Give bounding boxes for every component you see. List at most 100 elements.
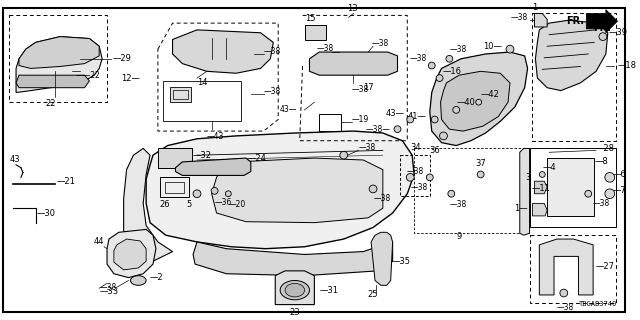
Text: —38: —38 xyxy=(264,87,281,96)
Text: —6: —6 xyxy=(612,170,627,179)
Text: —42: —42 xyxy=(481,90,500,99)
Circle shape xyxy=(394,126,401,132)
Text: —4: —4 xyxy=(542,163,556,172)
Circle shape xyxy=(369,185,377,193)
Bar xyxy=(547,158,594,216)
Polygon shape xyxy=(175,158,251,175)
Text: —38: —38 xyxy=(100,283,117,292)
Circle shape xyxy=(540,172,545,177)
Text: —38: —38 xyxy=(374,194,391,203)
Bar xyxy=(529,148,616,228)
Polygon shape xyxy=(540,239,593,295)
Text: 1: 1 xyxy=(532,3,537,12)
Circle shape xyxy=(440,132,447,140)
Text: —38: —38 xyxy=(510,13,527,22)
Text: —18: —18 xyxy=(618,61,637,70)
Bar xyxy=(305,25,326,40)
Circle shape xyxy=(225,191,231,196)
Bar xyxy=(192,37,236,59)
Polygon shape xyxy=(212,158,383,223)
Circle shape xyxy=(407,116,413,123)
Circle shape xyxy=(477,171,484,178)
Text: FR.: FR. xyxy=(593,23,611,33)
Polygon shape xyxy=(534,181,547,194)
Text: 9: 9 xyxy=(456,232,461,241)
Bar xyxy=(160,177,189,196)
Text: —24: —24 xyxy=(248,154,267,163)
Bar xyxy=(158,148,192,168)
Text: 26: 26 xyxy=(160,201,170,210)
Circle shape xyxy=(560,289,568,297)
Text: 10—: 10— xyxy=(483,42,502,51)
Circle shape xyxy=(605,172,614,182)
Bar xyxy=(164,182,184,193)
Circle shape xyxy=(585,190,591,197)
Text: —16: —16 xyxy=(442,67,461,76)
Polygon shape xyxy=(440,71,510,131)
Bar xyxy=(414,148,524,233)
Circle shape xyxy=(599,33,607,40)
Circle shape xyxy=(428,62,435,69)
Circle shape xyxy=(426,174,433,181)
Text: 36: 36 xyxy=(429,146,440,155)
Polygon shape xyxy=(532,204,547,216)
Ellipse shape xyxy=(131,276,146,285)
Polygon shape xyxy=(371,232,392,285)
Circle shape xyxy=(605,189,614,198)
Polygon shape xyxy=(536,20,608,91)
Text: 17: 17 xyxy=(364,83,374,92)
Text: —29: —29 xyxy=(113,54,132,63)
Text: 43: 43 xyxy=(9,156,20,164)
Polygon shape xyxy=(520,148,529,235)
Bar xyxy=(529,235,616,303)
Text: 12—: 12— xyxy=(122,74,140,83)
Text: —35: —35 xyxy=(392,257,411,266)
Text: —38: —38 xyxy=(372,39,389,48)
Text: —38: —38 xyxy=(410,183,428,192)
Polygon shape xyxy=(146,131,414,249)
Text: 22: 22 xyxy=(45,99,56,108)
Text: FR.: FR. xyxy=(566,16,584,26)
Polygon shape xyxy=(107,229,156,278)
Text: —38: —38 xyxy=(592,198,609,208)
Circle shape xyxy=(436,75,443,81)
Text: —38: —38 xyxy=(449,201,467,210)
Text: —31: —31 xyxy=(319,286,339,295)
Text: 43—: 43— xyxy=(385,109,404,118)
Text: 43—: 43— xyxy=(280,105,297,114)
Polygon shape xyxy=(310,52,397,75)
Polygon shape xyxy=(193,242,392,276)
Polygon shape xyxy=(275,271,314,305)
Text: 44: 44 xyxy=(93,237,104,246)
Circle shape xyxy=(452,107,460,113)
Text: —39: —39 xyxy=(609,28,628,37)
Text: —33: —33 xyxy=(99,287,118,296)
Text: —19: —19 xyxy=(351,115,369,124)
Text: ——22: ——22 xyxy=(76,71,100,80)
Polygon shape xyxy=(124,148,173,264)
Ellipse shape xyxy=(285,284,305,297)
Text: —27: —27 xyxy=(596,261,615,270)
Circle shape xyxy=(446,55,452,62)
Text: 37: 37 xyxy=(476,159,486,168)
Polygon shape xyxy=(586,10,618,33)
Text: —20: —20 xyxy=(228,201,246,210)
Polygon shape xyxy=(173,30,273,73)
Text: —38: —38 xyxy=(406,167,424,176)
Polygon shape xyxy=(430,52,527,146)
Text: —36: —36 xyxy=(214,197,232,207)
Text: TBGAB3740: TBGAB3740 xyxy=(579,300,618,307)
Text: —38—: —38— xyxy=(366,125,390,134)
Circle shape xyxy=(193,190,201,197)
Text: 5: 5 xyxy=(187,201,192,210)
Text: 41—: 41— xyxy=(408,112,427,121)
Text: —38: —38 xyxy=(410,54,427,63)
Ellipse shape xyxy=(280,281,310,300)
Text: —32: —32 xyxy=(193,151,212,160)
Text: 13: 13 xyxy=(347,4,357,13)
Text: 3: 3 xyxy=(525,173,531,182)
Text: —38: —38 xyxy=(449,45,467,54)
Circle shape xyxy=(506,45,514,53)
Text: —21: —21 xyxy=(56,177,75,186)
Text: —8: —8 xyxy=(595,157,609,166)
